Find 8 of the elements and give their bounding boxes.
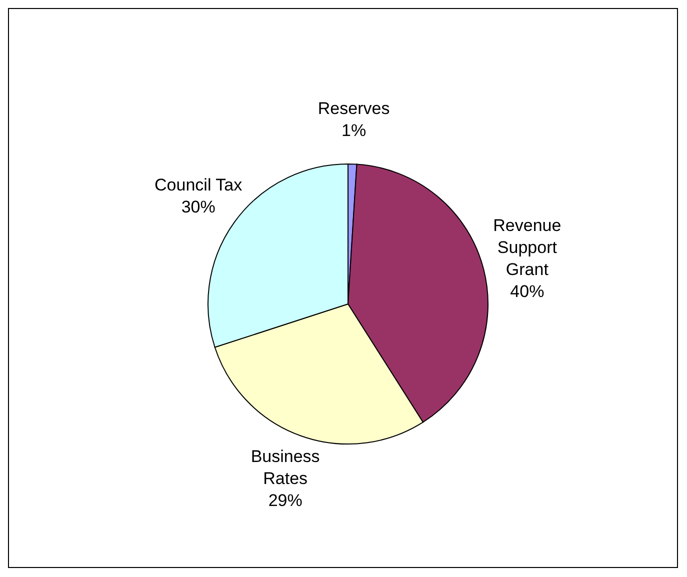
data-label: 29% xyxy=(268,490,302,510)
slice-label: Council Tax xyxy=(154,174,243,194)
slice-label: Reserves xyxy=(318,98,390,118)
data-label: 1% xyxy=(342,120,366,140)
data-label: 30% xyxy=(181,196,216,216)
slice-label: Business Rates xyxy=(250,446,320,488)
data-label: 40% xyxy=(510,281,544,300)
slice-label: Revenue Support Grant xyxy=(493,215,562,278)
